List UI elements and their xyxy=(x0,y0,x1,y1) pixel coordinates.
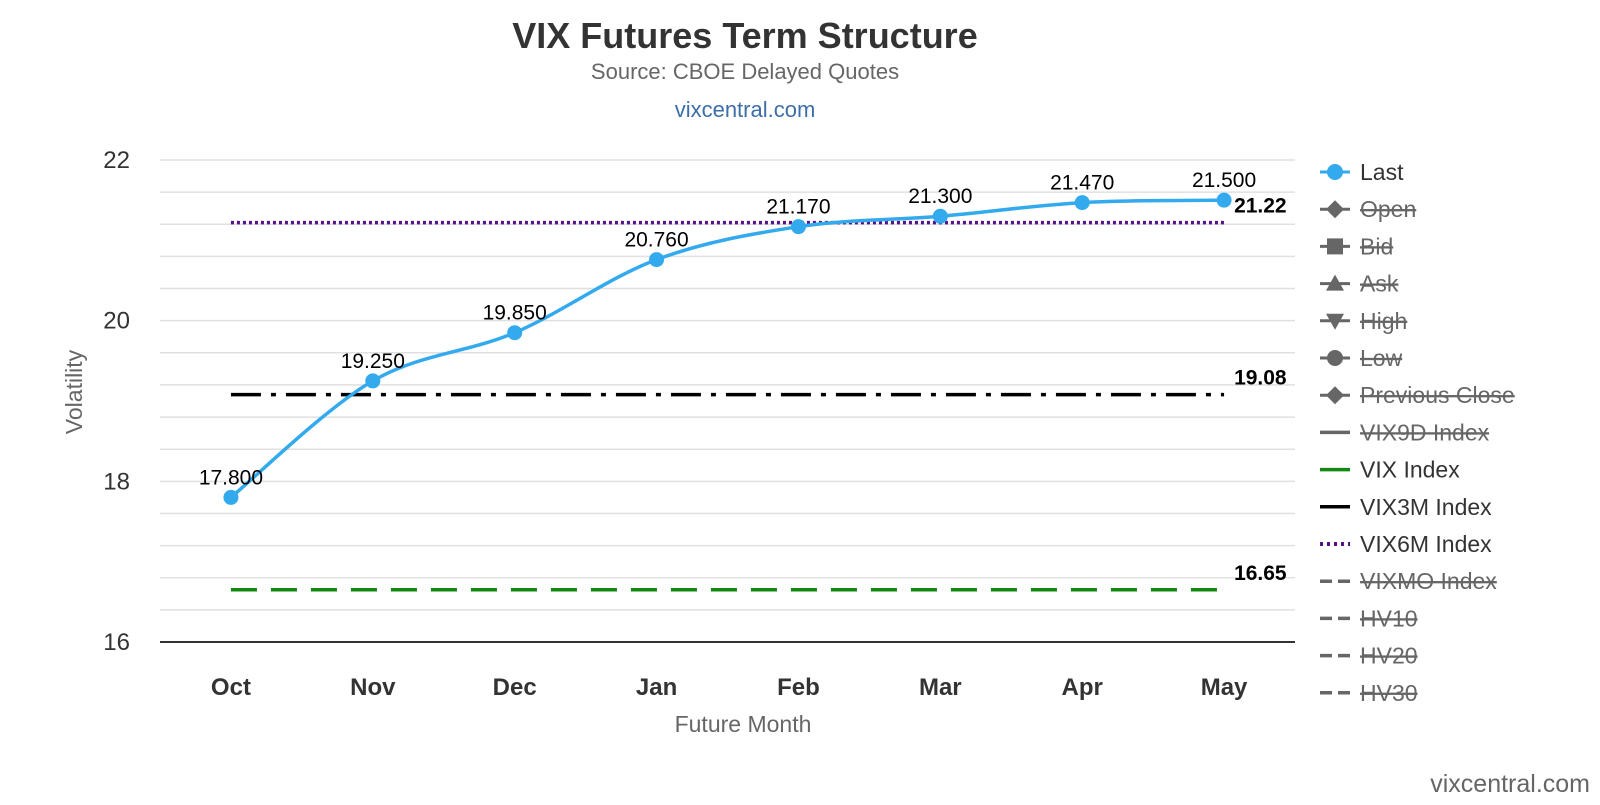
legend-label[interactable]: Previous Close xyxy=(1360,382,1515,408)
legend-label[interactable]: Bid xyxy=(1360,233,1393,259)
legend-label[interactable]: Open xyxy=(1360,196,1416,222)
grid-layer xyxy=(160,159,1295,611)
legend-label[interactable]: HV10 xyxy=(1360,605,1418,631)
legend-label[interactable]: VIXMO Index xyxy=(1360,568,1497,594)
data-label: 17.800 xyxy=(199,466,263,489)
axes: 16 18 20 22 Oct Nov Dec Jan Feb Mar Apr May xyxy=(103,147,1295,701)
legend-item[interactable]: HV20 xyxy=(1320,643,1418,669)
legend-label[interactable]: Ask xyxy=(1360,271,1399,297)
data-label: 21.470 xyxy=(1050,172,1114,195)
legend-item[interactable]: Low xyxy=(1320,345,1403,371)
y-axis-title: Volatility xyxy=(61,349,87,434)
x-axis-title: Future Month xyxy=(675,711,812,737)
legend-item[interactable]: VIX Index xyxy=(1320,457,1460,483)
reference-line-label: 16.65 xyxy=(1234,562,1287,585)
y-tick-label: 16 xyxy=(103,629,130,656)
legend-item[interactable]: VIX9D Index xyxy=(1320,419,1490,445)
legend-square-icon xyxy=(1327,238,1343,255)
legend-item[interactable]: VIXMO Index xyxy=(1320,568,1497,594)
legend-item[interactable]: VIX3M Index xyxy=(1320,494,1492,520)
data-point[interactable] xyxy=(365,373,381,389)
legend-item[interactable]: Previous Close xyxy=(1320,382,1515,408)
data-label: 21.170 xyxy=(766,196,830,219)
legend-label[interactable]: HV30 xyxy=(1360,680,1418,706)
x-tick-label: Apr xyxy=(1062,674,1103,701)
data-label: 19.250 xyxy=(341,350,405,373)
data-point[interactable] xyxy=(932,208,948,224)
x-tick-label: Nov xyxy=(350,674,396,701)
chart-subtitle: Source: CBOE Delayed Quotes xyxy=(591,59,899,84)
data-point[interactable] xyxy=(1216,192,1232,208)
reference-line-label: 19.08 xyxy=(1234,367,1287,390)
legend-item[interactable]: Ask xyxy=(1320,271,1399,297)
reference-lines: 16.65 19.08 21.22 xyxy=(230,195,1287,592)
legend-triangle-down-icon xyxy=(1326,313,1344,330)
legend-item[interactable]: Last xyxy=(1320,159,1404,185)
legend-item[interactable]: High xyxy=(1320,308,1407,334)
y-tick-label: 22 xyxy=(103,147,130,174)
legend-circle-icon xyxy=(1327,164,1343,180)
data-point[interactable] xyxy=(649,252,665,268)
data-label: 21.300 xyxy=(908,185,972,208)
credit-watermark: vixcentral.com xyxy=(1430,770,1590,798)
x-tick-label: May xyxy=(1201,674,1248,701)
legend-item[interactable]: HV30 xyxy=(1320,680,1418,706)
x-tick-label: Dec xyxy=(493,674,537,701)
legend-triangle-icon xyxy=(1326,274,1344,291)
legend-item[interactable]: Open xyxy=(1320,196,1416,222)
legend-circle-icon xyxy=(1327,350,1343,366)
data-label: 19.850 xyxy=(483,302,547,325)
legend-item[interactable]: Bid xyxy=(1320,233,1393,259)
legend-label[interactable]: VIX9D Index xyxy=(1360,419,1490,445)
data-point[interactable] xyxy=(1074,195,1090,211)
x-tick-label: Mar xyxy=(919,674,962,701)
legend-label[interactable]: High xyxy=(1360,308,1407,334)
chart-title: VIX Futures Term Structure xyxy=(512,15,977,56)
data-label: 20.760 xyxy=(624,229,688,252)
reference-line-label: 21.22 xyxy=(1234,195,1287,218)
legend: Last Open Bid Ask High Low Previous Close VIX9D… xyxy=(1320,159,1515,706)
legend-diamond-icon xyxy=(1326,200,1344,219)
legend-label[interactable]: Low xyxy=(1360,345,1403,371)
legend-label[interactable]: VIX Index xyxy=(1360,457,1460,483)
source-link[interactable]: vixcentral.com xyxy=(675,97,816,122)
legend-label[interactable]: Last xyxy=(1360,159,1404,185)
series-layer: 17.800 19.250 19.850 20.760 21.170 21.300 21.4… xyxy=(199,169,1256,505)
data-point[interactable] xyxy=(507,325,523,341)
y-tick-label: 18 xyxy=(103,468,130,495)
legend-label[interactable]: HV20 xyxy=(1360,643,1418,669)
y-tick-label: 20 xyxy=(103,308,130,335)
data-label: 21.500 xyxy=(1192,169,1256,192)
x-tick-label: Jan xyxy=(636,674,677,701)
data-point[interactable] xyxy=(790,219,806,235)
legend-label[interactable]: VIX3M Index xyxy=(1360,494,1492,520)
legend-label[interactable]: VIX6M Index xyxy=(1360,531,1492,557)
legend-diamond-icon xyxy=(1326,386,1344,405)
legend-item[interactable]: HV10 xyxy=(1320,605,1418,631)
x-tick-label: Oct xyxy=(211,674,251,701)
legend-item[interactable]: VIX6M Index xyxy=(1320,531,1492,557)
series-line-last xyxy=(229,198,1225,499)
data-point[interactable] xyxy=(223,489,239,505)
x-tick-label: Feb xyxy=(777,674,820,701)
